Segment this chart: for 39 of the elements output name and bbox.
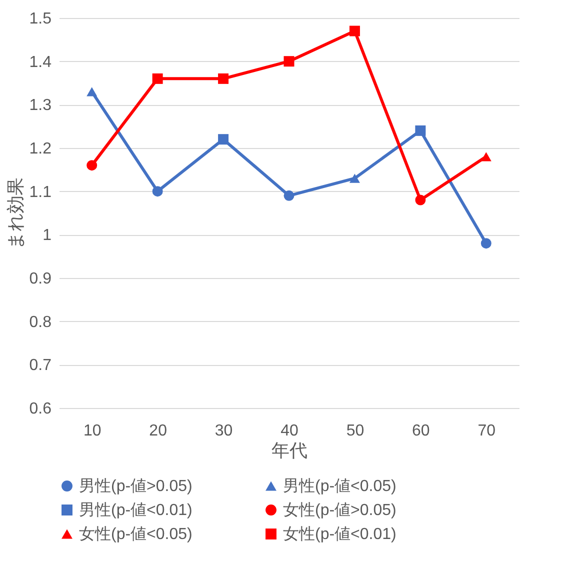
y-tick-label: 1 bbox=[42, 227, 52, 244]
point bbox=[480, 152, 492, 162]
point bbox=[480, 238, 492, 249]
x-tick-label: 20 bbox=[149, 422, 168, 440]
point bbox=[349, 26, 360, 36]
y-tick-label: 1.5 bbox=[29, 10, 52, 28]
point bbox=[415, 194, 426, 206]
x-tick-label: 40 bbox=[280, 422, 298, 440]
y-tick-label: 0.7 bbox=[29, 357, 52, 374]
y-tick-label: 0.6 bbox=[29, 400, 52, 418]
point bbox=[152, 73, 163, 84]
legend-label: 女性(p-値<0.05) bbox=[79, 526, 192, 543]
legend-label: 女性(p-値<0.01) bbox=[283, 526, 396, 543]
point bbox=[86, 87, 98, 96]
x-tick-label: 30 bbox=[214, 422, 233, 440]
point bbox=[284, 190, 294, 201]
point bbox=[218, 134, 229, 145]
point bbox=[218, 73, 229, 84]
x-tick-label: 50 bbox=[346, 422, 364, 440]
point bbox=[415, 125, 426, 136]
y-tick-label: 1.1 bbox=[29, 184, 52, 201]
y-tick-label: 1.3 bbox=[29, 97, 52, 114]
point bbox=[86, 160, 98, 171]
y-tick-label: 0.8 bbox=[29, 314, 52, 331]
legend-label: 男性(p-値<0.01) bbox=[79, 502, 192, 519]
legend-label: 男性(p-値<0.05) bbox=[283, 478, 396, 495]
point bbox=[349, 174, 360, 183]
legend-label: 男性(p-値>0.05) bbox=[79, 478, 192, 495]
y-tick-label: 0.9 bbox=[29, 270, 52, 288]
y-tick-label: 1.2 bbox=[29, 140, 52, 158]
point bbox=[284, 56, 294, 67]
y-axis-title: まれ効果 bbox=[5, 178, 26, 250]
y-tick-label: 1.4 bbox=[29, 54, 52, 71]
x-tick-label: 70 bbox=[478, 422, 496, 440]
x-tick-label: 10 bbox=[83, 422, 102, 440]
x-axis-title: 年代 bbox=[272, 440, 308, 460]
legend-label: 女性(p-値>0.05) bbox=[283, 502, 396, 519]
point bbox=[152, 186, 163, 197]
x-tick-label: 60 bbox=[412, 422, 430, 440]
